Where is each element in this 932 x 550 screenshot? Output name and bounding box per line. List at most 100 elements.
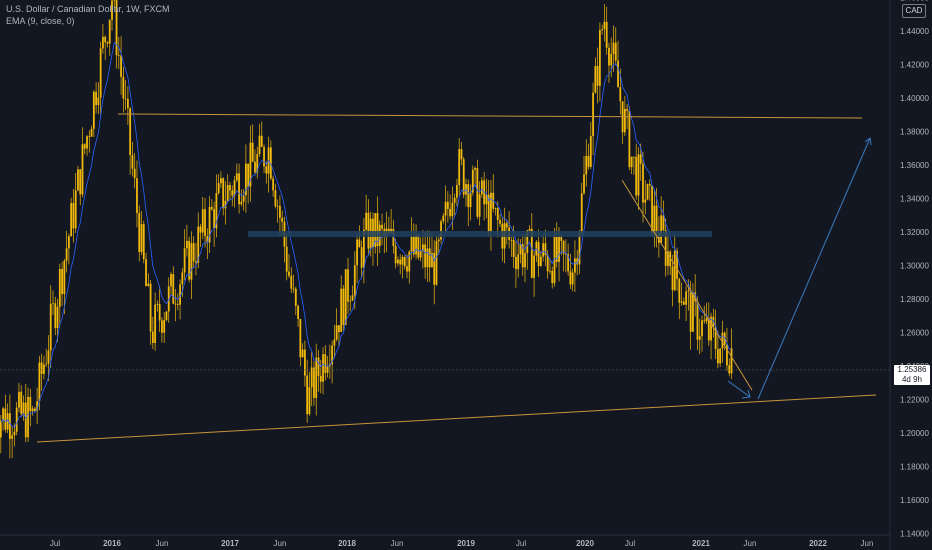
candle-body <box>201 209 204 233</box>
resistance-zone[interactable] <box>248 231 712 237</box>
candle-body <box>614 42 617 61</box>
candle-body <box>27 396 29 438</box>
projection-down-arrow[interactable] <box>727 380 751 399</box>
top-horizontal-trendline[interactable] <box>117 113 863 119</box>
time-tick-label: Jun <box>391 539 404 548</box>
candle-body <box>637 154 640 196</box>
candle-body <box>24 402 27 438</box>
price-axis[interactable]: 1.560001.540001.520001.500001.480001.460… <box>900 0 929 550</box>
candle-body <box>269 147 272 179</box>
price-tick-label: 1.40000 <box>900 94 929 103</box>
candle-body <box>630 156 633 168</box>
candle-body <box>564 253 567 255</box>
candle-body <box>664 230 667 266</box>
candle-body <box>190 243 193 280</box>
candle-body <box>485 194 488 205</box>
candle-body <box>29 396 32 412</box>
candle-body <box>521 244 524 268</box>
candle-body <box>224 200 227 209</box>
candle-body <box>326 366 329 373</box>
candle-body <box>417 234 420 258</box>
candle-body <box>676 250 678 279</box>
candle-body <box>673 250 676 291</box>
drawings[interactable] <box>36 113 877 443</box>
candle-body <box>294 288 297 306</box>
descending-trendline[interactable] <box>621 179 753 391</box>
candle-body <box>530 228 533 278</box>
candle-body <box>276 205 279 207</box>
candle-body <box>526 230 529 254</box>
candle-body <box>99 48 102 98</box>
candle-body <box>605 21 608 48</box>
candle-body <box>183 248 186 273</box>
candle-body <box>83 144 86 149</box>
candle-body <box>349 300 352 302</box>
symbol-title[interactable]: U.S. Dollar / Canadian Dollar, 1W, FXCM <box>6 4 170 14</box>
candle-body <box>251 142 254 162</box>
candle-body <box>199 226 202 233</box>
price-tick-label: 1.42000 <box>900 61 929 70</box>
candle-body <box>403 256 406 267</box>
candle-body <box>646 184 649 200</box>
candle-body <box>644 199 647 203</box>
candle-body <box>408 251 411 272</box>
candle-body <box>0 420 2 438</box>
candle-body <box>242 195 245 202</box>
candle-body <box>671 266 674 291</box>
ema-indicator-label[interactable]: EMA (9, close, 0) <box>6 16 75 26</box>
price-tick-label: 1.16000 <box>900 496 929 505</box>
candle-body <box>206 236 209 243</box>
candle-body <box>562 240 565 254</box>
candle-body <box>678 278 681 303</box>
candle-body <box>419 250 422 258</box>
candle-body <box>510 239 513 241</box>
price-tick-label: 1.14000 <box>900 530 929 539</box>
candle-body <box>569 271 572 285</box>
candle-body <box>158 304 161 321</box>
candle-body <box>102 36 104 49</box>
candle-body <box>653 205 656 234</box>
candle-body <box>129 108 132 156</box>
candle-body <box>603 21 606 30</box>
candle-body <box>714 326 717 350</box>
candle-body <box>410 236 413 252</box>
currency-badge[interactable]: CAD <box>902 4 926 18</box>
candle-body <box>188 240 191 280</box>
candle-body <box>703 320 706 322</box>
time-axis[interactable]: Jul 2016 Jun 2017 Jun 2018 Jun 2019 Jul 2020 Jul 20… <box>50 539 874 548</box>
candle-body <box>542 243 545 257</box>
candle-body <box>367 212 370 249</box>
candle-body <box>478 194 481 217</box>
price-tick-label: 1.20000 <box>900 429 929 438</box>
candle-body <box>571 272 574 285</box>
candle-body <box>539 256 542 266</box>
projection-up-arrow[interactable] <box>757 137 872 400</box>
candle-body <box>387 228 390 233</box>
candle-body <box>716 349 719 364</box>
candle-body <box>517 254 520 270</box>
candle-body <box>428 248 431 268</box>
candle-body <box>63 260 66 295</box>
candle-body <box>356 239 358 266</box>
candle-body <box>726 344 728 366</box>
bottom-trendline[interactable] <box>36 394 877 443</box>
candle-body <box>687 290 690 292</box>
candle-body <box>394 246 397 264</box>
candle-body <box>587 155 590 167</box>
price-tick-label: 1.30000 <box>900 262 929 271</box>
candle-body <box>142 224 145 260</box>
candle-body <box>52 303 54 305</box>
candle-body <box>165 311 168 320</box>
candle-body <box>222 178 225 209</box>
price-tick-label: 1.28000 <box>900 295 929 304</box>
candle-body <box>560 236 563 241</box>
candle-body <box>682 301 685 305</box>
candle-body <box>460 149 463 160</box>
candle-body <box>421 244 424 251</box>
candle-body <box>18 391 20 408</box>
candle-body <box>20 391 23 414</box>
time-tick-label: Jul <box>625 539 635 548</box>
candle-body <box>249 142 252 187</box>
candle-body <box>47 350 50 364</box>
